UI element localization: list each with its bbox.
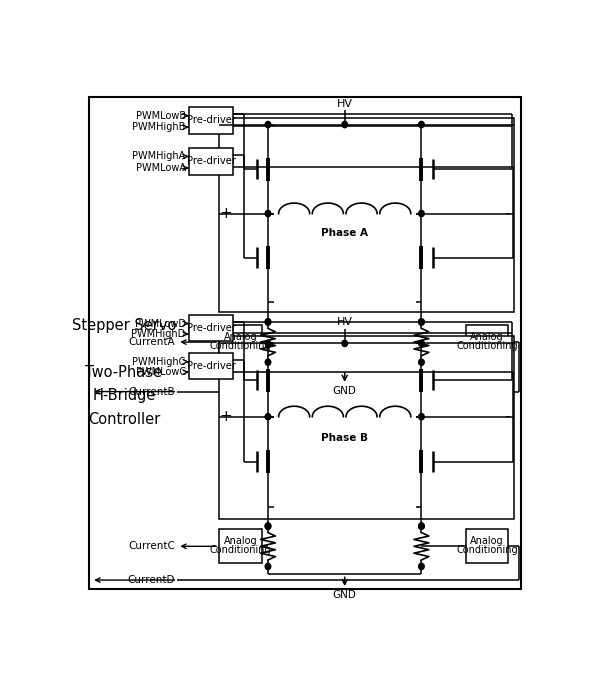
Text: Pre-driver: Pre-driver	[187, 323, 236, 333]
Text: PWMHighD: PWMHighD	[131, 329, 185, 339]
Bar	[189, 148, 233, 175]
Circle shape	[419, 340, 424, 347]
Circle shape	[265, 523, 271, 529]
Text: PWMLowC: PWMLowC	[136, 367, 185, 377]
Text: Pre-driver: Pre-driver	[187, 156, 236, 166]
Text: Controller: Controller	[88, 412, 160, 427]
Text: -: -	[505, 409, 510, 424]
Circle shape	[265, 340, 271, 347]
Text: +: +	[220, 206, 233, 221]
Text: H-Bridge: H-Bridge	[92, 388, 155, 403]
Text: PWMLowA: PWMLowA	[136, 163, 185, 173]
Circle shape	[265, 319, 271, 325]
Circle shape	[419, 523, 424, 529]
Text: Phase A: Phase A	[321, 228, 368, 239]
Text: Pre-driver: Pre-driver	[187, 361, 236, 371]
Text: CurrentD: CurrentD	[127, 575, 175, 585]
Text: PWMHighB: PWMHighB	[132, 122, 185, 132]
Circle shape	[265, 122, 271, 128]
Bar	[219, 325, 262, 359]
Circle shape	[265, 210, 271, 217]
Circle shape	[419, 319, 424, 325]
Circle shape	[419, 523, 424, 529]
Circle shape	[419, 563, 424, 570]
Bar	[219, 118, 514, 312]
Text: Analog: Analog	[470, 536, 504, 546]
Text: Conditioning: Conditioning	[456, 545, 518, 556]
Text: Stepper Servo: Stepper Servo	[71, 318, 176, 333]
Text: Analog: Analog	[470, 332, 504, 342]
Circle shape	[419, 359, 424, 365]
Circle shape	[419, 319, 424, 325]
Text: Conditioning: Conditioning	[210, 341, 271, 352]
Circle shape	[265, 359, 271, 365]
Circle shape	[265, 413, 271, 420]
Text: PWMHighA: PWMHighA	[133, 152, 185, 161]
Text: GND: GND	[333, 590, 356, 600]
Text: PWMLowB: PWMLowB	[136, 111, 185, 120]
Bar	[219, 335, 514, 519]
Text: Conditioning: Conditioning	[456, 341, 518, 352]
Text: HV: HV	[337, 99, 353, 109]
Text: Pre-driver: Pre-driver	[187, 116, 236, 125]
Circle shape	[265, 563, 271, 570]
Bar	[189, 353, 233, 379]
Bar	[466, 529, 508, 563]
Circle shape	[419, 413, 424, 420]
Text: PWMLowD: PWMLowD	[134, 318, 185, 328]
Text: Phase B: Phase B	[321, 432, 368, 443]
Text: CurrentB: CurrentB	[128, 386, 175, 396]
Circle shape	[419, 210, 424, 217]
Circle shape	[265, 523, 271, 529]
Circle shape	[265, 319, 271, 325]
Text: -: -	[505, 206, 510, 221]
Bar	[219, 529, 262, 563]
Text: GND: GND	[333, 386, 356, 396]
Text: CurrentA: CurrentA	[128, 337, 175, 347]
Circle shape	[419, 122, 424, 128]
Text: CurrentC: CurrentC	[128, 541, 175, 551]
Text: PWMHighC: PWMHighC	[132, 357, 185, 367]
Text: Analog: Analog	[224, 536, 257, 546]
Bar	[189, 315, 233, 341]
Text: Conditioning: Conditioning	[210, 545, 271, 556]
Text: Two-Phase: Two-Phase	[85, 364, 163, 379]
Text: Analog: Analog	[224, 332, 257, 342]
Text: +: +	[220, 409, 233, 424]
Bar	[466, 325, 508, 359]
Text: HV: HV	[337, 318, 353, 328]
Circle shape	[342, 340, 347, 347]
Bar	[189, 107, 233, 134]
Circle shape	[342, 122, 347, 128]
